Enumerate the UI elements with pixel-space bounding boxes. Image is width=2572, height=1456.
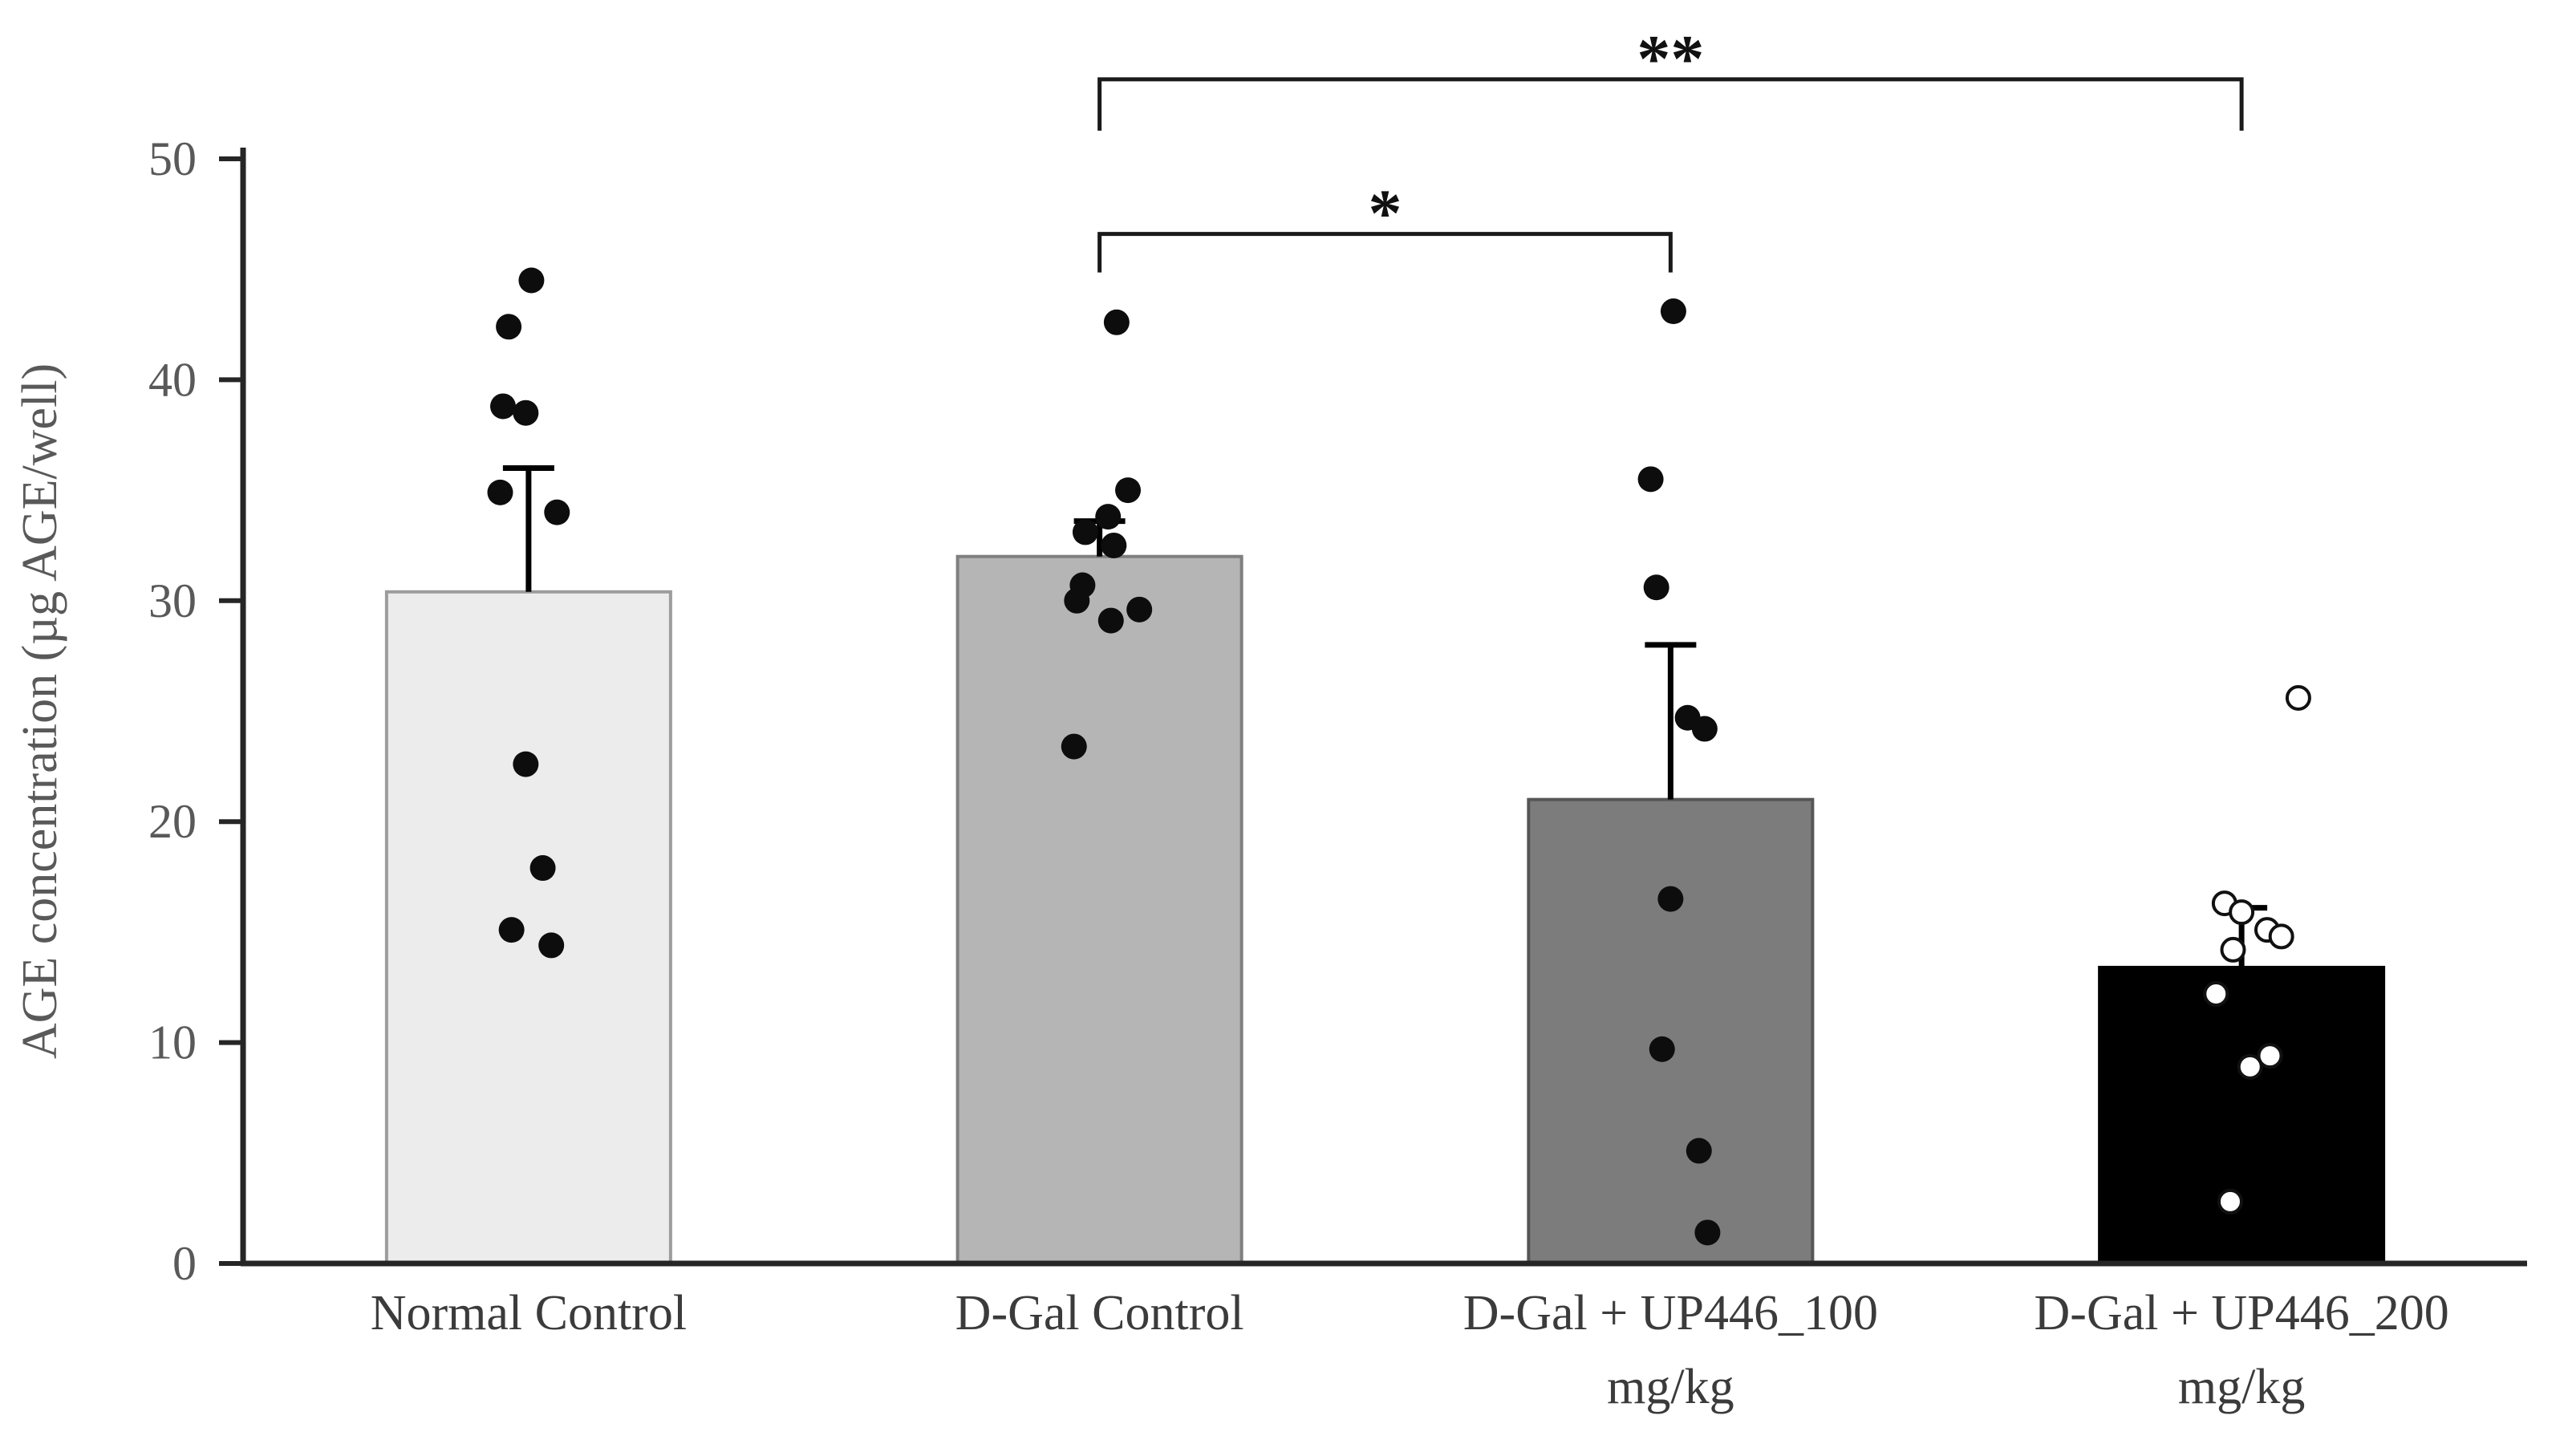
bar-1: [955, 554, 1243, 1265]
y-tick-label: 40: [148, 353, 197, 406]
data-point: [1101, 532, 1127, 558]
data-point: [1072, 519, 1098, 545]
sig-bracket-1: [1097, 77, 2244, 131]
bar-3: [2098, 965, 2386, 1265]
data-point: [529, 855, 556, 882]
data-point: [1637, 466, 1664, 493]
data-point: [2285, 684, 2311, 711]
data-point: [2203, 981, 2229, 1008]
bar-0: [384, 590, 672, 1265]
data-point: [1649, 1036, 1675, 1062]
data-point: [498, 917, 525, 943]
y-tick-label: 0: [172, 1237, 197, 1290]
sig-bracket-0: [1097, 232, 1673, 273]
bar-2: [1527, 797, 1815, 1265]
data-point: [487, 479, 513, 505]
data-point: [1064, 587, 1090, 614]
data-point: [1095, 504, 1122, 530]
y-axis-title: AGE concentration (µg AGE/well): [13, 363, 67, 1059]
data-point: [2268, 923, 2294, 950]
data-point: [1660, 298, 1686, 325]
data-point: [2220, 936, 2246, 963]
category-label-3: D-Gal + UP446_200 mg/kg: [2034, 1286, 2449, 1414]
data-point: [490, 393, 517, 420]
data-point: [513, 399, 539, 426]
y-tick-label: 50: [148, 132, 197, 185]
data-point: [518, 267, 545, 294]
data-point: [1115, 477, 1142, 504]
data-point: [2229, 899, 2255, 926]
data-point: [513, 751, 539, 777]
data-point: [496, 314, 522, 340]
category-label-1: D-Gal Control: [955, 1286, 1244, 1340]
data-point: [1097, 607, 1124, 634]
data-point: [538, 932, 565, 959]
data-point: [1657, 886, 1684, 912]
data-point: [1694, 1219, 1721, 1246]
data-point: [2257, 1043, 2283, 1069]
data-point: [2217, 1188, 2243, 1215]
data-point: [1643, 574, 1669, 601]
y-tick-label: 10: [148, 1016, 197, 1069]
data-point: [544, 499, 570, 525]
y-tick-label: 30: [148, 574, 197, 627]
data-point: [1686, 1138, 1712, 1164]
data-point: [1126, 596, 1153, 623]
data-point: [1691, 716, 1718, 742]
y-tick-label: 20: [148, 795, 197, 848]
data-point: [1061, 733, 1087, 760]
data-point: [2237, 1053, 2263, 1080]
sig-label-0: *: [1369, 176, 1402, 251]
sig-label-1: **: [1637, 22, 1704, 96]
category-label-2: D-Gal + UP446_100 mg/kg: [1463, 1286, 1878, 1414]
data-point: [1103, 309, 1130, 335]
category-label-0: Normal Control: [371, 1286, 687, 1340]
